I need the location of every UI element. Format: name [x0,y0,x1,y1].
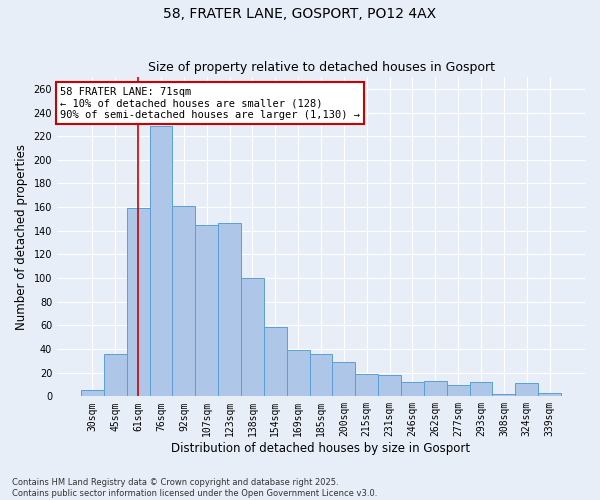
Bar [470,382,493,396]
Bar [104,354,127,397]
X-axis label: Distribution of detached houses by size in Gosport: Distribution of detached houses by size … [172,442,470,455]
Text: 58, FRATER LANE, GOSPORT, PO12 4AX: 58, FRATER LANE, GOSPORT, PO12 4AX [163,8,437,22]
Bar [127,208,149,396]
Bar [515,384,538,396]
Bar [310,354,332,397]
Y-axis label: Number of detached properties: Number of detached properties [15,144,28,330]
Bar [493,394,515,396]
Bar [355,374,378,396]
Bar [378,375,401,396]
Bar [241,278,264,396]
Bar [332,362,355,396]
Bar [447,384,470,396]
Bar [172,206,196,396]
Bar [401,382,424,396]
Bar [196,225,218,396]
Title: Size of property relative to detached houses in Gosport: Size of property relative to detached ho… [148,62,494,74]
Bar [538,393,561,396]
Bar [287,350,310,397]
Bar [81,390,104,396]
Text: 58 FRATER LANE: 71sqm
← 10% of detached houses are smaller (128)
90% of semi-det: 58 FRATER LANE: 71sqm ← 10% of detached … [59,86,359,120]
Bar [264,326,287,396]
Bar [424,381,447,396]
Bar [218,222,241,396]
Text: Contains HM Land Registry data © Crown copyright and database right 2025.
Contai: Contains HM Land Registry data © Crown c… [12,478,377,498]
Bar [149,126,172,396]
